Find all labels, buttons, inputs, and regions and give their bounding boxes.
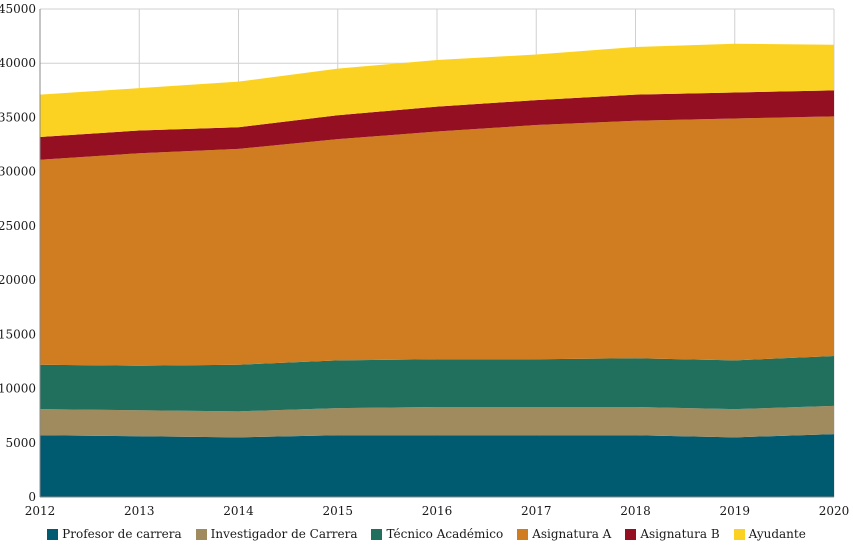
legend-label: Profesor de carrera: [62, 527, 182, 541]
legend-swatch: [625, 528, 637, 540]
legend-item: Ayudante: [733, 527, 806, 541]
area-series-1: [40, 434, 834, 497]
area-series-2: [40, 405, 834, 438]
x-tick-label: 2020: [819, 504, 850, 518]
y-tick-label: 30000: [0, 165, 36, 179]
axes: 0 5000 10000 15000 20000 25000 30000 35000 40000…: [0, 2, 849, 518]
x-tick-label: 2016: [422, 504, 453, 518]
y-tick-label: 15000: [0, 327, 36, 341]
area-series-5: [40, 90, 834, 160]
legend-swatch: [371, 528, 383, 540]
x-tick-label: 2019: [719, 504, 750, 518]
legend-swatch: [47, 528, 59, 540]
y-tick-label: 25000: [0, 219, 36, 233]
legend-swatch: [195, 528, 207, 540]
legend-swatch: [733, 528, 745, 540]
area-series-3: [40, 356, 834, 412]
x-tick-label: 2018: [620, 504, 651, 518]
y-tick-label: 45000: [0, 2, 36, 16]
legend-item: Investigador de Carrera: [195, 527, 358, 541]
legend-item: Profesor de carrera: [47, 527, 182, 541]
x-tick-label: 2015: [322, 504, 353, 518]
y-tick-label: 20000: [0, 273, 36, 287]
x-tick-label: 2012: [25, 504, 56, 518]
y-tick-label: 35000: [0, 110, 36, 124]
area-series: [40, 43, 834, 497]
y-tick-label: 5000: [5, 436, 36, 450]
area-series-4: [40, 116, 834, 366]
x-tick-label: 2013: [124, 504, 155, 518]
legend-label: Asignatura A: [532, 527, 612, 541]
y-tick-label: 0: [28, 490, 36, 504]
x-tick-label: 2017: [521, 504, 552, 518]
legend-label: Técnico Académico: [386, 527, 504, 541]
y-tick-label: 40000: [0, 56, 36, 70]
legend-label: Investigador de Carrera: [210, 527, 358, 541]
legend-label: Asignatura B: [640, 527, 720, 541]
area-series-6: [40, 43, 834, 137]
legend-item: Asignatura A: [517, 527, 611, 541]
legend-label: Ayudante: [748, 527, 806, 541]
chart-legend: Profesor de carrera Investigador de Carre…: [0, 524, 853, 544]
legend-swatch: [517, 528, 529, 540]
x-tick-label: 2014: [223, 504, 254, 518]
y-tick-label: 10000: [0, 382, 36, 396]
legend-item: Técnico Académico: [371, 527, 503, 541]
legend-item: Asignatura B: [625, 527, 720, 541]
